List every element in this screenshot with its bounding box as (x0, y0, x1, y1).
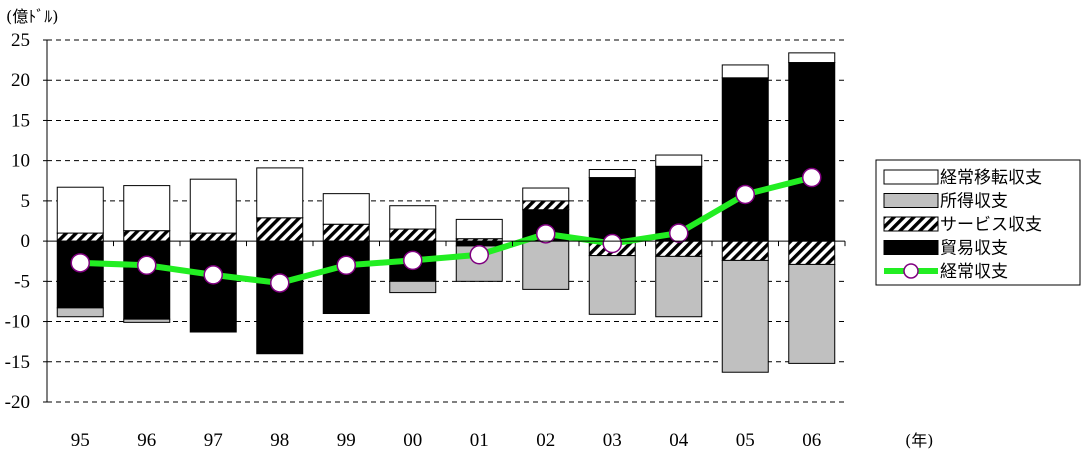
legend-label: 経常収支 (940, 262, 1008, 282)
bars (56, 52, 836, 373)
bar-segment (322, 240, 370, 315)
bar-segment (189, 240, 237, 333)
bar-segment (522, 200, 570, 211)
bar-segment (721, 259, 769, 373)
bar-segment (123, 318, 171, 323)
line-point (802, 167, 822, 188)
line-point (469, 245, 489, 265)
bar-segment (655, 255, 703, 318)
line-point (203, 265, 223, 285)
y-tick-label: 15 (11, 110, 30, 131)
line-path (80, 174, 813, 286)
line-point (536, 224, 556, 244)
bar-segment (522, 240, 570, 290)
grid-lines (47, 39, 845, 403)
legend-swatch (883, 216, 939, 232)
bar-segment (721, 77, 769, 242)
bar-segment (588, 255, 636, 315)
line-point (602, 233, 622, 254)
bar-segment (256, 240, 304, 355)
legend-swatch (883, 240, 939, 255)
legend-label: 貿易収支 (940, 239, 1008, 259)
x-tick-label: 96 (137, 430, 156, 451)
bar-segment (56, 307, 104, 318)
bar-segment (788, 62, 836, 242)
bar-segment (721, 64, 769, 79)
bar-segment (256, 167, 304, 219)
legend-swatch (883, 193, 939, 208)
bar-segment (588, 177, 636, 242)
current-account-line (70, 167, 822, 293)
x-tick-label: 02 (536, 430, 555, 451)
y-tick-label: -20 (5, 392, 30, 413)
line-point (735, 184, 755, 205)
legend-label: 所得収支 (940, 192, 1008, 212)
legend-swatch-marker (903, 263, 919, 279)
bar-segment (455, 218, 503, 240)
line-point (137, 255, 157, 275)
bar-segment (322, 193, 370, 225)
y-unit-label: (億ﾄﾞﾙ) (6, 7, 59, 26)
bar-segment (123, 240, 171, 320)
y-tick-label: 0 (21, 231, 31, 252)
line-point (270, 273, 290, 293)
y-tick-label: -10 (5, 312, 30, 333)
bar-segment (788, 240, 836, 265)
bar-segment (256, 217, 304, 242)
x-axis: 95 96 97 98 99 00 01 02 03 04 05 06 (46, 240, 846, 451)
line-point (669, 223, 689, 243)
line-point (336, 255, 356, 275)
bar-segment (655, 240, 703, 257)
y-tick-label: -5 (14, 271, 30, 292)
bar-segment (522, 187, 570, 202)
x-unit-label: (年) (905, 431, 934, 450)
x-tick-label: 03 (603, 430, 622, 451)
bar-segment (389, 228, 437, 242)
y-tick-label: 20 (11, 70, 30, 91)
y-axis: 25 20 15 10 5 0 -5 -10 -15 -20 (5, 30, 48, 413)
bar-segment (123, 230, 171, 242)
bar-segment (123, 185, 171, 232)
line-point (70, 253, 90, 273)
bar-segment (189, 178, 237, 234)
legend-label: サービス収支 (940, 215, 1042, 235)
y-tick-label: 5 (21, 191, 31, 212)
bar-segment (56, 232, 104, 242)
bar-segment (788, 52, 836, 64)
y-tick-label: -15 (5, 352, 30, 373)
x-tick-label: 01 (470, 430, 489, 451)
bar-segment (322, 223, 370, 242)
y-tick-label: 10 (11, 151, 30, 172)
x-tick-label: 04 (669, 430, 689, 451)
bar-segment (56, 240, 104, 309)
y-tick-label: 25 (11, 30, 30, 51)
bar-segment (721, 240, 769, 261)
x-tick-label: 06 (802, 430, 821, 451)
legend-swatch (883, 169, 939, 185)
bar-segment (389, 205, 437, 230)
bar-segment (788, 263, 836, 364)
x-tick-label: 98 (270, 430, 289, 451)
bar-segment (389, 280, 437, 294)
x-tick-label: 05 (736, 430, 755, 451)
bar-segment (588, 169, 636, 179)
x-tick-label: 99 (337, 430, 356, 451)
x-tick-label: 95 (71, 430, 90, 451)
bar-segment (189, 232, 237, 242)
x-tick-label: 97 (204, 430, 223, 451)
x-tick-label: 00 (403, 430, 422, 451)
bar-segment (655, 154, 703, 167)
line-point (403, 250, 423, 271)
legend-label: 経常移転収支 (940, 168, 1042, 188)
bar-segment (56, 186, 104, 234)
